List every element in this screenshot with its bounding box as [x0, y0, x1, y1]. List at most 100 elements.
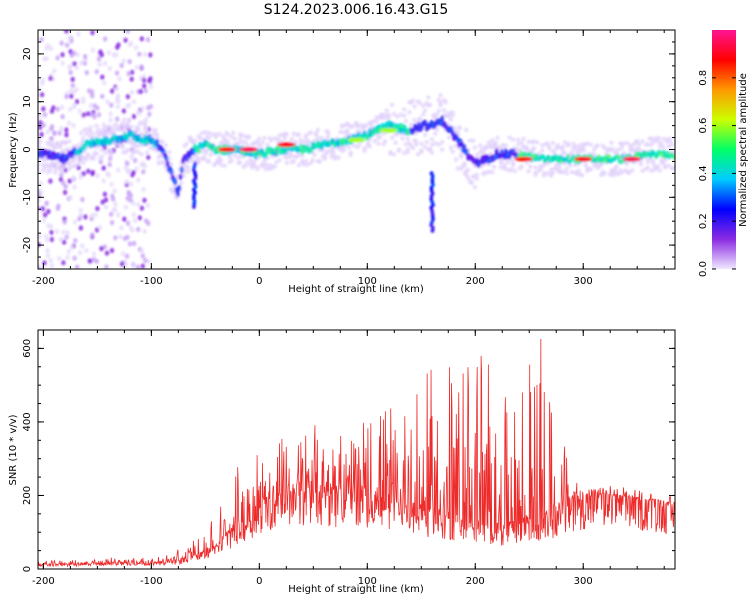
spectral-point [421, 103, 426, 108]
spectral-point [412, 118, 417, 123]
peak-point [217, 147, 236, 152]
noise-point [107, 161, 112, 168]
noise-point [44, 55, 49, 62]
spectral-point [541, 162, 547, 168]
spectral-point [547, 155, 550, 159]
spectral-point [203, 130, 208, 135]
spectral-point [395, 114, 400, 119]
spectral-point [550, 170, 555, 176]
noise-point [38, 263, 41, 269]
spectral-point [80, 156, 86, 161]
noise-point [38, 205, 41, 211]
spectral-point [611, 173, 616, 178]
spectral-point [104, 125, 110, 130]
peak-point [574, 156, 593, 162]
spectral-point [498, 165, 504, 170]
noise-point [89, 212, 95, 218]
noise-point [103, 204, 109, 210]
noise-point [122, 235, 128, 242]
noise-point [45, 247, 50, 253]
noise-point [42, 112, 48, 118]
spectral-point [519, 164, 524, 169]
spectral-point [174, 180, 177, 184]
noise-point [54, 228, 60, 234]
spectral-point [386, 112, 391, 118]
spectral-point [377, 135, 383, 140]
spectral-point [77, 160, 82, 165]
noise-point [67, 178, 72, 184]
spectral-point [417, 116, 422, 122]
noise-point [146, 154, 151, 160]
spectral-point [669, 142, 675, 147]
spectral-point [460, 142, 463, 146]
spectral-point [592, 152, 597, 158]
spectral-point [402, 150, 407, 156]
spectral-point [581, 148, 587, 153]
noise-point [38, 86, 41, 92]
spectral-point [602, 171, 607, 176]
noise-point [129, 69, 135, 75]
spectral-point [213, 132, 219, 137]
noise-point [48, 75, 53, 81]
noise-point [116, 167, 121, 173]
colorbar-ticks: 0.0 0.2 0.4 0.6 0.8 [698, 70, 736, 277]
spectral-point [192, 150, 195, 154]
spectral-point [495, 150, 498, 153]
spectral-point [239, 133, 244, 138]
spectral-point [192, 202, 196, 206]
noise-point [95, 173, 100, 179]
noise-point [102, 60, 108, 67]
spectral-point [453, 157, 459, 162]
noise-point [51, 105, 56, 111]
noise-point [115, 104, 121, 110]
noise-point [71, 175, 76, 181]
spectral-point [91, 134, 96, 139]
noise-point [114, 52, 119, 58]
spectral-point [66, 139, 72, 144]
noise-point [40, 77, 45, 83]
noise-point [94, 258, 100, 264]
noise-point [108, 111, 113, 117]
spectral-point [471, 174, 476, 179]
spectral-point [412, 104, 417, 109]
spectral-point [134, 144, 139, 149]
spectral-point [338, 129, 343, 135]
spectral-point [656, 164, 661, 169]
spectral-point [609, 140, 614, 145]
spectral-point [60, 158, 63, 162]
noise-point [131, 200, 136, 206]
noise-point [59, 40, 64, 46]
spectral-point [60, 148, 65, 154]
noise-point [128, 181, 134, 187]
spectral-point [438, 100, 443, 106]
noise-point [64, 94, 69, 100]
spectral-point [535, 140, 540, 145]
spectral-point [434, 112, 440, 117]
spectral-point [645, 142, 650, 147]
x-tick-label: 100 [358, 276, 377, 287]
noise-point [45, 129, 50, 135]
noise-point [68, 49, 73, 55]
spectral-point [284, 150, 287, 153]
noise-point [91, 251, 97, 257]
spectral-point [94, 151, 99, 156]
y-tick-label: 0 [22, 566, 33, 572]
spectral-point [192, 196, 196, 201]
noise-point [101, 165, 106, 171]
spectral-point [120, 144, 125, 150]
spectral-point [156, 141, 159, 144]
spectral-point [452, 126, 457, 131]
spectral-point [277, 157, 282, 163]
spectral-point [53, 170, 58, 175]
spectral-point [399, 129, 402, 133]
spectral-point [621, 155, 624, 159]
spectral-point [229, 158, 234, 163]
spectral-point [389, 102, 395, 108]
spectral-point [136, 149, 141, 155]
spectral-point [649, 155, 652, 158]
noise-point [76, 31, 81, 37]
snr-series-line [37, 338, 676, 568]
spectral-point [436, 108, 441, 114]
noise-point [147, 78, 152, 84]
